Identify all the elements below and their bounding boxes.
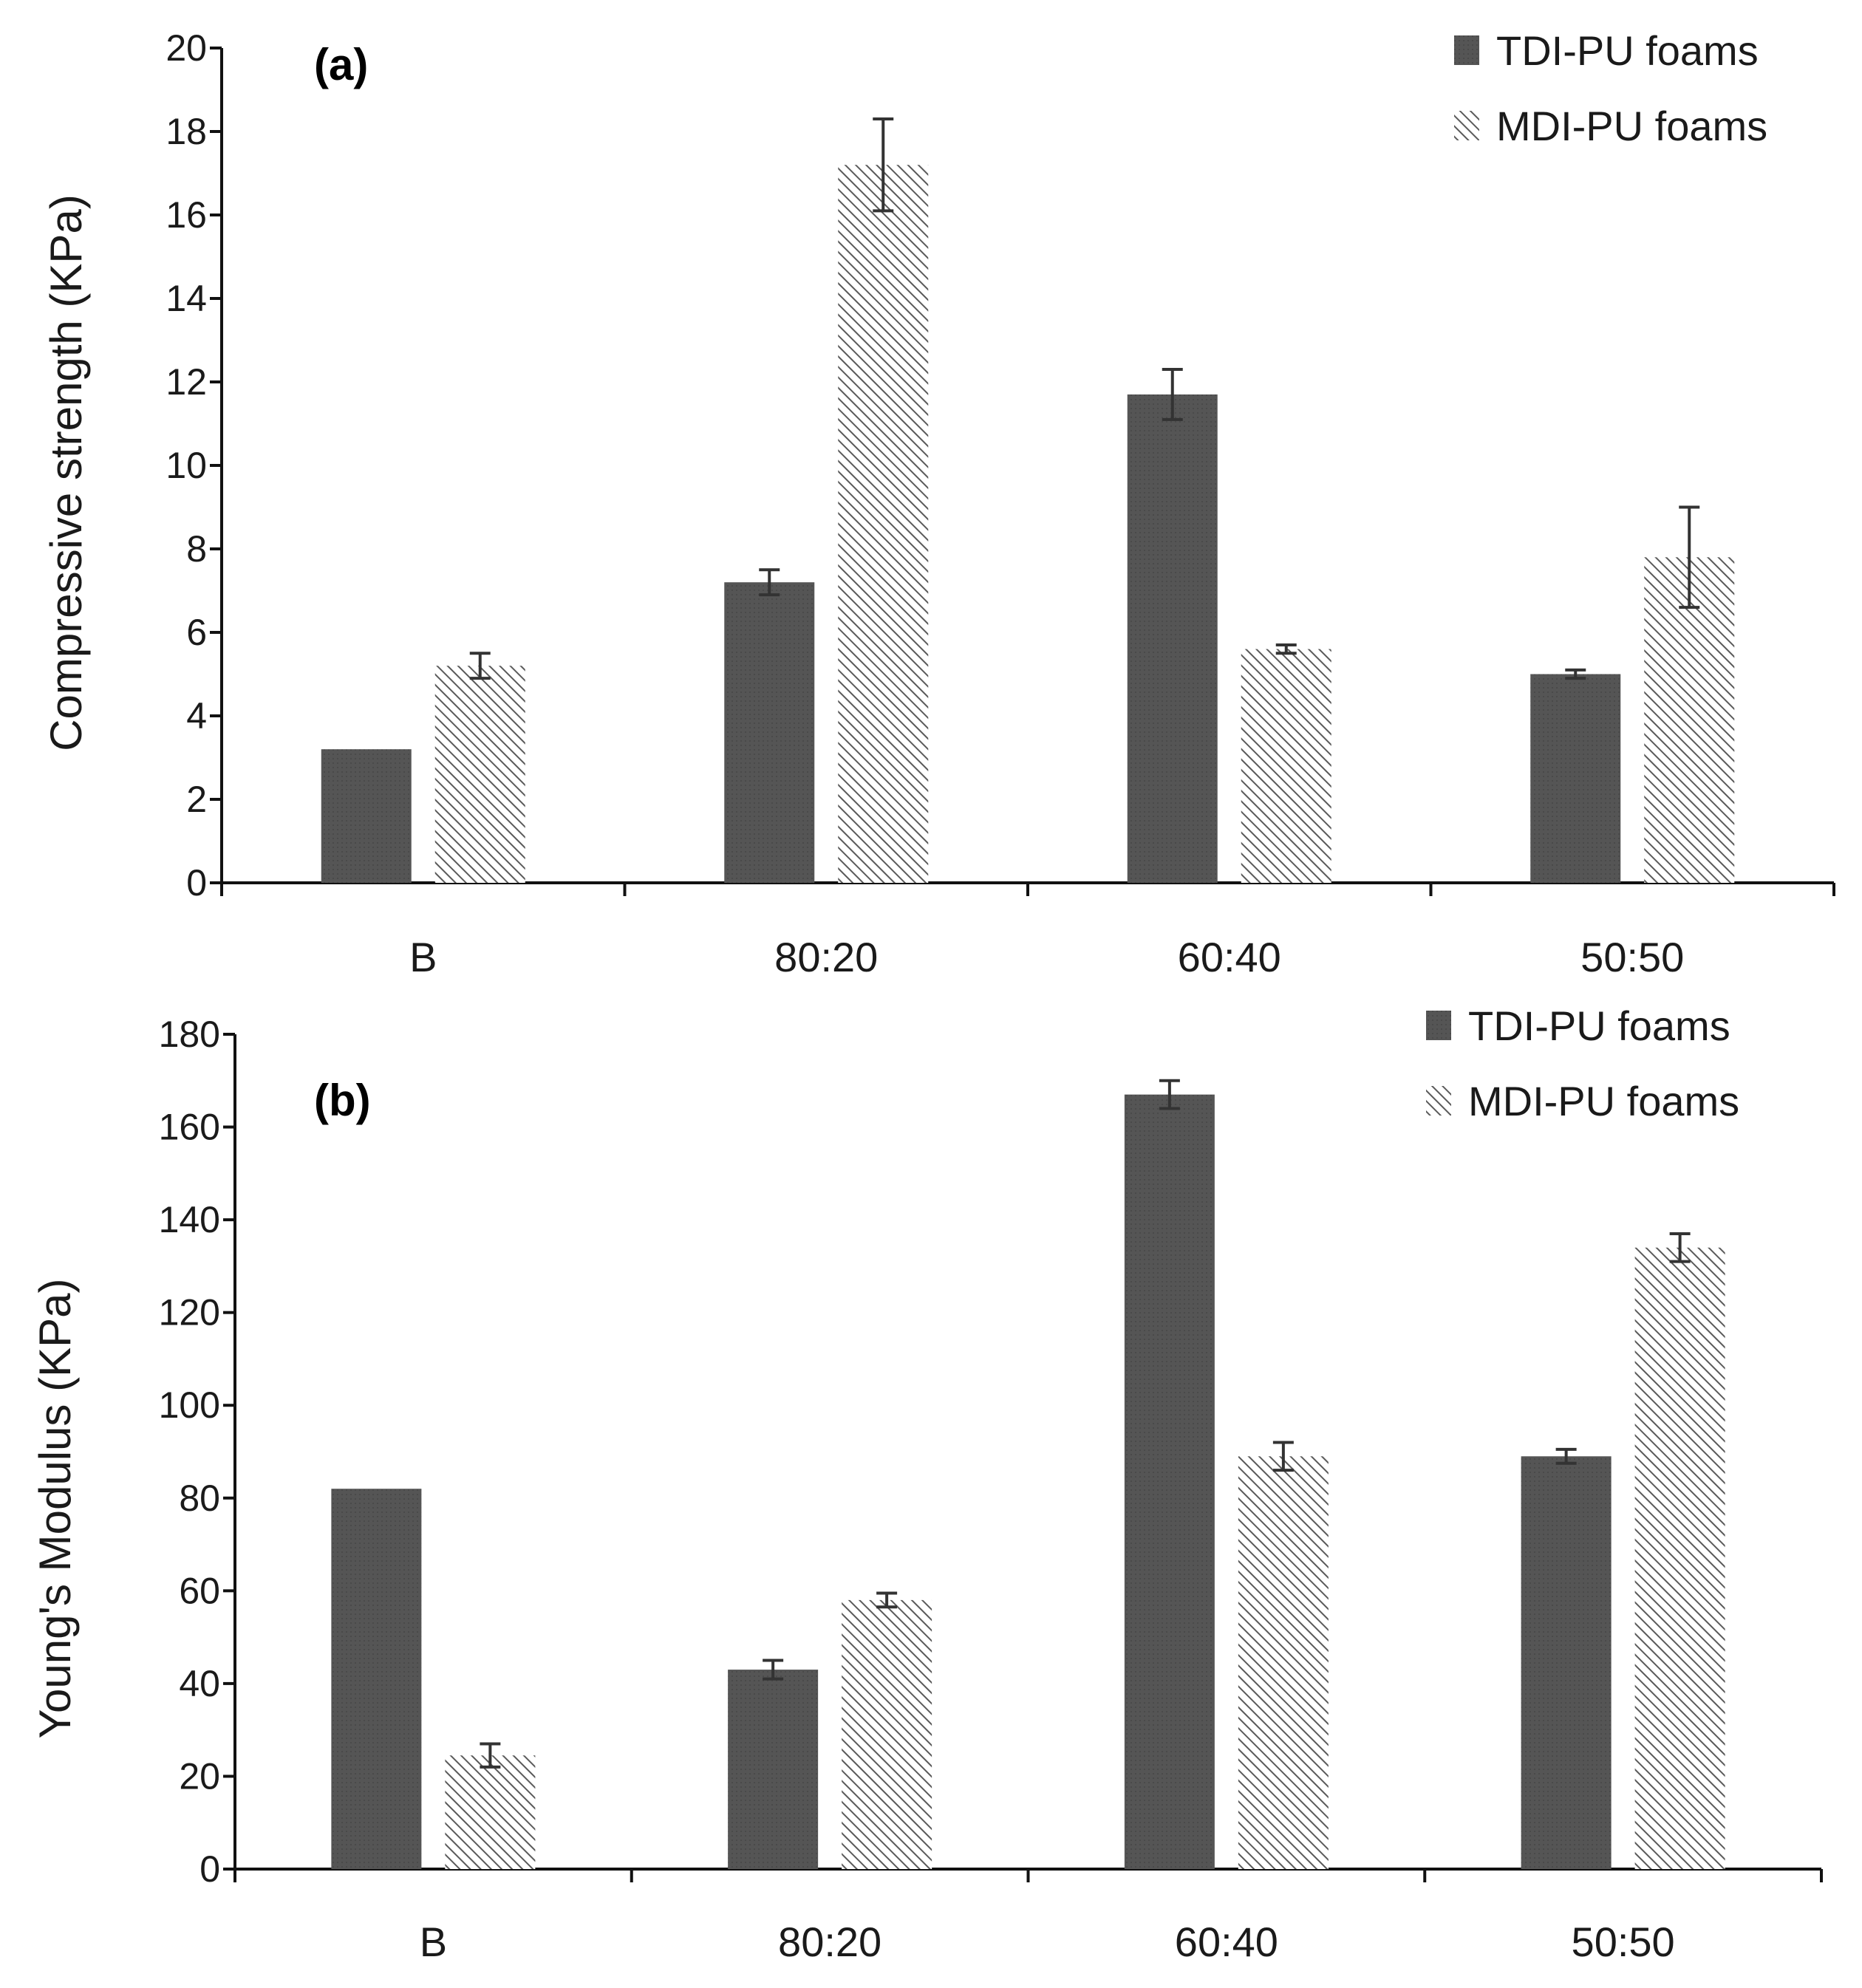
- y-tick-label-b: 100: [159, 1384, 220, 1426]
- bar-b-mdi-2: [1238, 1456, 1329, 1869]
- y-tick-label-b: 160: [159, 1107, 220, 1148]
- legend-b: TDI-PU foams MDI-PU foams: [1426, 1002, 1739, 1124]
- bar-a-mdi-2: [1241, 649, 1331, 883]
- y-axis-title-b: Young's Modulus (KPa): [30, 1279, 80, 1739]
- y-tick-label-b: 80: [179, 1478, 220, 1519]
- y-tick-label-a: 8: [186, 528, 207, 570]
- panel-label-a: (a): [314, 40, 368, 89]
- legend-label-tdi-a: TDI-PU foams: [1496, 27, 1759, 74]
- y-tick-label-a: 10: [166, 445, 207, 486]
- x-category-label-b: 60:40: [1175, 1919, 1278, 1965]
- bar-a-tdi-2: [1127, 394, 1218, 883]
- legend-label-mdi-a: MDI-PU foams: [1496, 103, 1767, 149]
- y-tick-label-b: 40: [179, 1663, 220, 1704]
- bar-b-mdi-3: [1634, 1247, 1725, 1869]
- x-category-label-a: 80:20: [774, 934, 878, 980]
- legend-swatch-mdi-a: [1454, 111, 1479, 140]
- y-axis-title-a: Compressive strength (KPa): [41, 194, 91, 751]
- legend-a: TDI-PU foams MDI-PU foams: [1454, 27, 1767, 149]
- y-tick-label-a: 14: [166, 278, 207, 319]
- panel-label-b: (b): [314, 1076, 371, 1125]
- legend-swatch-mdi-b: [1426, 1086, 1451, 1116]
- bar-b-tdi-3: [1521, 1456, 1612, 1869]
- bar-a-tdi-1: [724, 582, 815, 883]
- bar-b-tdi-1: [728, 1670, 819, 1869]
- y-tick-label-b: 120: [159, 1292, 220, 1333]
- bar-b-mdi-1: [842, 1599, 932, 1869]
- bar-a-tdi-3: [1530, 674, 1621, 883]
- y-tick-label-a: 0: [186, 862, 207, 904]
- y-tick-label-a: 18: [166, 111, 207, 152]
- y-tick-label-b: 140: [159, 1199, 220, 1240]
- y-tick-label-a: 6: [186, 612, 207, 653]
- x-category-label-a: 60:40: [1178, 934, 1281, 980]
- x-category-label-b: 50:50: [1572, 1919, 1675, 1965]
- legend-label-tdi-b: TDI-PU foams: [1468, 1002, 1730, 1049]
- y-tick-label-a: 4: [186, 695, 207, 737]
- y-tick-label-b: 20: [179, 1755, 220, 1797]
- x-category-label-b: 80:20: [778, 1919, 881, 1965]
- plot-area-a: 0 2 4 6 8 10 12 14 16 18 20 B 80:20 60:40 50:50: [166, 27, 1835, 980]
- legend-label-mdi-b: MDI-PU foams: [1468, 1078, 1739, 1124]
- y-tick-label-b: 180: [159, 1014, 220, 1055]
- x-category-label-a: 50:50: [1580, 934, 1684, 980]
- x-category-label-a: B: [409, 934, 437, 980]
- legend-swatch-tdi-a: [1454, 35, 1479, 65]
- legend-swatch-tdi-b: [1426, 1011, 1451, 1040]
- y-tick-label-b: 60: [179, 1570, 220, 1611]
- x-category-label-b: B: [420, 1919, 447, 1965]
- y-tick-label-a: 20: [166, 27, 207, 69]
- bar-b-tdi-2: [1124, 1094, 1215, 1869]
- y-tick-label-a: 2: [186, 779, 207, 820]
- plot-area-b: 0 20 40 60 80 100 120 140 160 180 B 80:20 60:40 50:50: [159, 1014, 1823, 1965]
- y-tick-label-b: 0: [200, 1848, 220, 1890]
- chart-panel-b: (b) Young's Modulus (KPa) TDI-PU foams M…: [30, 1002, 1823, 1965]
- bar-b-mdi-0: [445, 1755, 536, 1869]
- bar-a-mdi-1: [838, 165, 929, 883]
- y-tick-label-a: 12: [166, 361, 207, 403]
- bar-a-mdi-0: [434, 666, 525, 883]
- bar-b-tdi-0: [331, 1489, 422, 1869]
- bar-a-mdi-3: [1644, 557, 1735, 883]
- chart-panel-a: (a) Compressive strength (KPa) TDI-PU fo…: [41, 27, 1835, 980]
- bar-a-tdi-0: [321, 749, 412, 883]
- y-tick-label-a: 16: [166, 194, 207, 236]
